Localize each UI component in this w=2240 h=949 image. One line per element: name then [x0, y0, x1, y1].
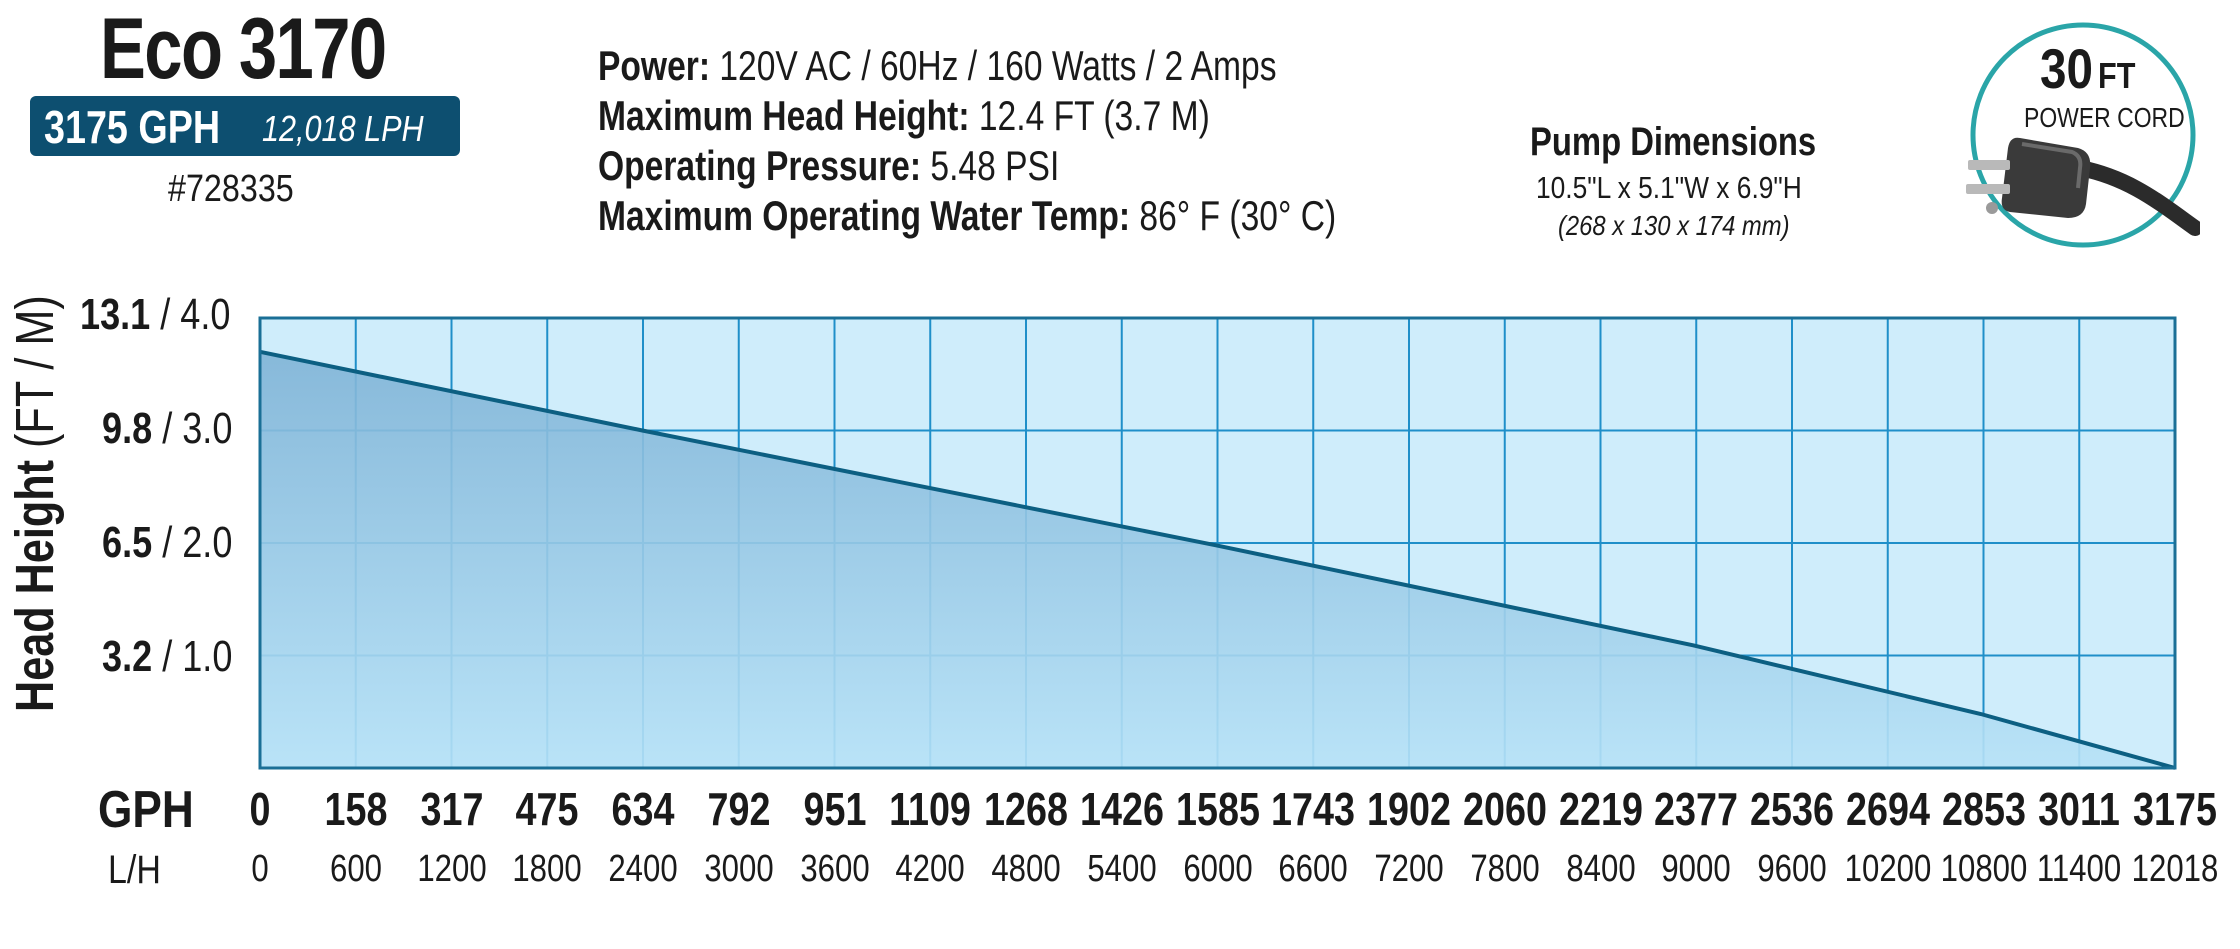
model-title: Eco 3170: [100, 1, 387, 97]
x-tick-lph: 600: [329, 848, 382, 890]
x-tick-lph: 5400: [1087, 848, 1157, 890]
head-curve-line: [259, 349, 2176, 770]
x-tick-gph: 1109: [889, 783, 972, 835]
y-tick-m: / 2.0: [162, 518, 233, 567]
x-tick-gph: 1743: [1271, 783, 1356, 835]
y-tick-m: / 4.0: [160, 290, 231, 339]
plot-frame: [258, 316, 2177, 770]
x-tick-lph: 4200: [895, 848, 965, 890]
spec-label: Power:: [598, 42, 711, 89]
x-tick-gph: 634: [611, 783, 675, 835]
x-tick-lph: 3000: [704, 848, 774, 890]
x-tick-gph: 2219: [1558, 783, 1643, 835]
x-tick-gph: 475: [515, 783, 579, 835]
x-tick-lph: 6000: [1182, 848, 1253, 890]
x-tick-gph: 158: [324, 783, 388, 835]
x-tick-lph: 0: [251, 848, 269, 890]
x-tick-lph: 4800: [991, 848, 1061, 890]
x-tick-lph: 1200: [416, 848, 487, 890]
x-tick-gph: 1585: [1175, 783, 1260, 835]
x-tick-gph: 792: [707, 783, 771, 835]
cord-label: POWER CORD: [2024, 102, 2185, 133]
spec-power: Power: 120V AC / 60Hz / 160 Watts / 2 Am…: [598, 42, 1277, 90]
dimensions-imperial: 10.5"L x 5.1"W x 6.9"H: [1536, 170, 1802, 205]
spec-label: Operating Pressure:: [598, 142, 922, 189]
x-tick-lph: 12018: [2131, 848, 2219, 890]
x-tick-gph: 3175: [2133, 783, 2217, 835]
x-tick-gph: 1902: [1367, 783, 1451, 835]
x-tick-gph: 2060: [1462, 783, 1547, 835]
x-tick-gph: 2536: [1750, 783, 1834, 835]
x-tick-gph: 317: [420, 783, 483, 835]
x-tick-gph: 1426: [1079, 783, 1164, 835]
y-tick-ft: 9.8: [102, 404, 153, 453]
x-tick-lph: 7200: [1374, 848, 1444, 890]
x-tick-lph: 2400: [608, 848, 678, 890]
flow-rate-badge: 3175 GPH 12,018 LPH: [30, 96, 460, 156]
cord-length: 30 FT: [2040, 36, 2135, 101]
x-tick-gph: 2377: [1654, 783, 1739, 835]
x-tick-lph: 8400: [1565, 848, 1636, 890]
y-tick-3: 9.8 / 3.0: [80, 404, 261, 454]
x-tick-gph: 2853: [1941, 783, 2026, 835]
y-tick-ft: 13.1: [80, 290, 151, 339]
spec-value: 12.4 FT (3.7 M): [978, 92, 1210, 139]
y-tick-ft: 6.5: [102, 518, 153, 567]
spec-value: 86° F (30° C): [1139, 192, 1337, 239]
part-number: #728335: [168, 168, 294, 210]
y-tick-1: 3.2 / 1.0: [80, 632, 261, 682]
x-tick-gph: 951: [803, 783, 866, 835]
x-tick-gph: 0: [249, 783, 271, 835]
x-tick-lph: 7800: [1470, 848, 1540, 890]
flow-gph: 3175 GPH: [44, 101, 221, 153]
x-tick-lph: 1800: [512, 848, 582, 890]
spec-label: Maximum Head Height:: [598, 92, 970, 139]
dimensions-metric: (268 x 130 x 174 mm): [1558, 210, 1790, 241]
x-tick-lph: 10800: [1940, 848, 2027, 890]
x-tick-lph: 9600: [1757, 848, 1827, 890]
cord-length-value: 30: [2040, 37, 2093, 100]
cord-length-unit: FT: [2098, 55, 2136, 96]
spec-water-temp: Maximum Operating Water Temp: 86° F (30°…: [598, 192, 1336, 240]
spec-label: Maximum Operating Water Temp:: [598, 192, 1131, 239]
x-tick-lph: 9000: [1661, 848, 1731, 890]
y-tick-m: / 1.0: [162, 632, 233, 681]
x-tick-lph: 11400: [2037, 848, 2122, 890]
x-tick-gph: 1268: [984, 783, 1068, 835]
x-axis-gph-label: GPH: [98, 781, 194, 839]
spec-head-height: Maximum Head Height: 12.4 FT (3.7 M): [598, 92, 1210, 140]
flow-lph: 12,018 LPH: [262, 108, 424, 149]
x-tick-lph: 3600: [799, 848, 870, 890]
dimensions-title: Pump Dimensions: [1530, 120, 1817, 164]
power-plug-icon: [1966, 137, 2200, 236]
y-tick-2: 6.5 / 2.0: [80, 518, 261, 568]
spec-value: 5.48 PSI: [930, 142, 1060, 189]
x-tick-lph: 6600: [1278, 848, 1348, 890]
y-tick-ft: 3.2: [102, 632, 153, 681]
spec-pressure: Operating Pressure: 5.48 PSI: [598, 142, 1059, 190]
y-tick-4: 13.1 / 4.0: [80, 290, 264, 340]
x-tick-gph: 2694: [1845, 783, 1930, 835]
head-curve-area: [260, 351, 2175, 768]
spec-value: 120V AC / 60Hz / 160 Watts / 2 Amps: [719, 42, 1277, 89]
x-tick-lph: 10200: [1844, 848, 1932, 890]
y-tick-m: / 3.0: [162, 404, 233, 453]
x-axis-lph-label: L/H: [108, 848, 161, 892]
x-tick-gph: 3011: [2038, 783, 2121, 835]
